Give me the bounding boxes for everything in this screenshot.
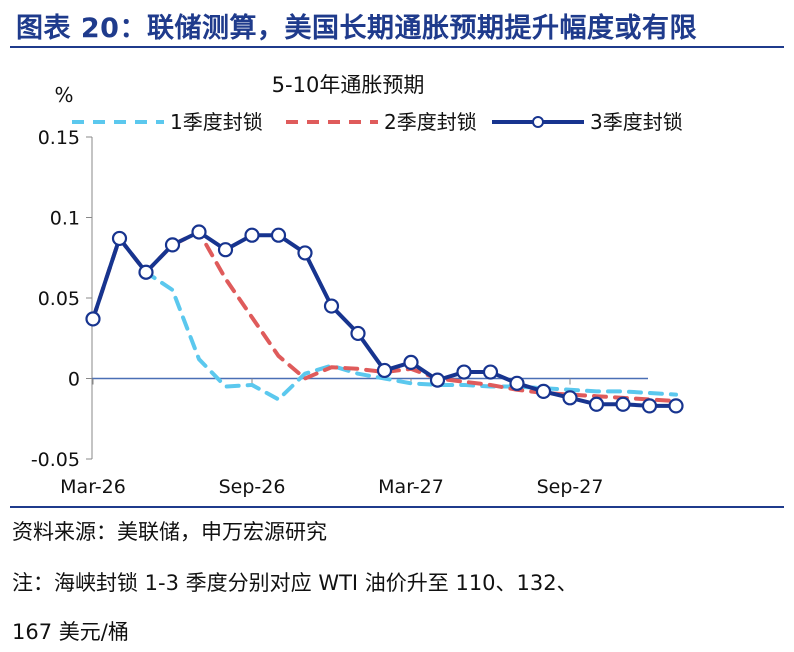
data-point	[482, 364, 499, 380]
data-point	[217, 242, 234, 258]
footer-divider	[10, 506, 784, 508]
y-tick-label: -0.05	[31, 449, 80, 471]
y-tick-label: 0.1	[50, 208, 80, 230]
legend-label-1: 1季度封锁	[170, 110, 263, 134]
data-point	[270, 227, 287, 243]
data-point	[429, 372, 446, 388]
source-text: 资料来源：美联储，申万宏源研究	[12, 520, 327, 544]
x-tick-label: Mar-26	[60, 476, 126, 498]
data-point	[376, 362, 393, 379]
note-line-1: 注：海峡封锁 1-3 季度分别对应 WTI 油价升至 110、132、	[12, 571, 578, 595]
series-layer	[85, 224, 684, 414]
legend-marker	[532, 116, 544, 128]
title-bar: 图表 20：联储测算，美国长期通胀预期提升幅度或有限	[10, 0, 784, 48]
data-point	[562, 390, 578, 406]
y-tick-label: 0	[68, 369, 80, 391]
data-point	[588, 396, 605, 412]
data-point	[509, 375, 525, 391]
data-point	[85, 311, 101, 327]
data-point	[297, 245, 313, 261]
chart-container: -0.05 0 0.05 0.1 0.15 Mar-26 Sep-26 Mar-27 Sep-2…	[10, 50, 784, 506]
data-point	[403, 354, 419, 370]
line-chart: -0.05 0 0.05 0.1 0.15 Mar-26 Sep-26 Mar-27 Sep-2…	[31, 73, 684, 498]
axes: -0.05 0 0.05 0.1 0.15 Mar-26 Sep-26 Mar-27 Sep-2…	[31, 127, 648, 498]
y-tick-label: 0.15	[38, 127, 80, 149]
data-point	[244, 227, 260, 243]
data-point	[668, 398, 684, 414]
chart-title: 5-10年通胀预期	[272, 73, 425, 97]
series-line-1	[91, 236, 678, 402]
legend: 1季度封锁 2季度封锁 3季度封锁	[72, 110, 683, 134]
y-axis-unit-label: %	[54, 83, 73, 107]
note-line-2: 167 美元/桶	[12, 620, 129, 644]
x-tick-label: Sep-26	[219, 476, 286, 498]
data-point	[350, 325, 366, 342]
x-tick-label: Sep-27	[537, 476, 604, 498]
legend-label-2: 2季度封锁	[384, 110, 477, 134]
data-point	[138, 264, 154, 280]
y-tick-label: 0.05	[38, 288, 80, 310]
series-line-2	[91, 229, 678, 404]
data-point	[323, 298, 340, 314]
data-point	[111, 230, 128, 247]
legend-label-3: 3季度封锁	[590, 110, 683, 134]
x-tick-label: Mar-27	[378, 476, 444, 498]
data-point	[456, 364, 472, 380]
data-point	[164, 237, 181, 253]
data-point	[191, 224, 207, 240]
data-point	[641, 398, 658, 414]
page-title: 图表 20：联储测算，美国长期通胀预期提升幅度或有限	[16, 13, 697, 44]
data-point	[535, 383, 552, 399]
data-point	[615, 396, 631, 412]
